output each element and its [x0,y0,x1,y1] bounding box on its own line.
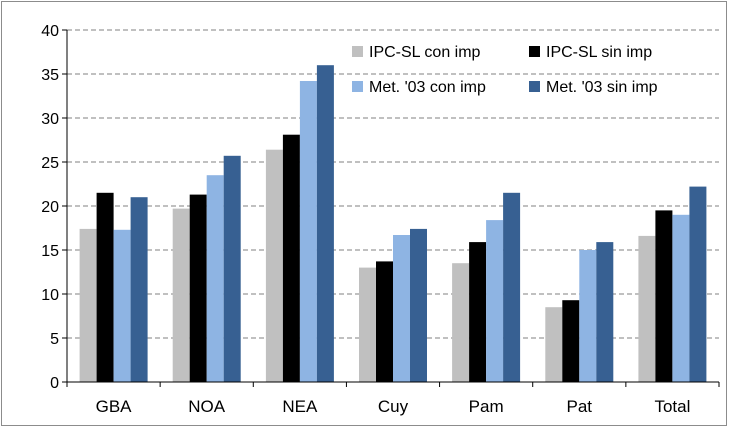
y-tick-label: 5 [50,331,59,348]
bar-gba-s3 [113,229,131,382]
bar-noa-s4 [223,155,241,382]
legend: IPC-SL con imp IPC-SL sin imp Met. '03 con… [352,44,658,96]
bar-nea-s3 [299,81,317,382]
bar-gba-s4 [130,197,148,382]
y-tick-label: 30 [41,111,59,128]
legend-label: Met. '03 sin imp [546,79,658,96]
legend-label: Met. '03 con imp [369,79,486,96]
y-tick-label: 0 [50,375,59,392]
legend-swatch [529,81,540,92]
bar-noa-s2 [189,194,207,382]
bar-pam-s4 [503,192,521,382]
x-tick-label: Cuy [378,397,409,416]
bar-cuy-s1 [359,267,376,382]
x-tick-label: Pam [469,397,504,416]
y-tick-label: 40 [41,23,59,40]
y-tick-label: 20 [41,199,59,216]
bar-total-s1 [638,235,656,382]
bar-nea-s2 [282,134,300,382]
bar-noa-s3 [206,175,224,382]
bar-gba-s2 [96,192,114,382]
bar-total-s3 [672,214,690,382]
bar-pat-s3 [579,250,597,382]
bar-total-s2 [655,210,673,382]
bar-total-s4 [689,186,707,382]
bars [79,65,707,382]
axes: 0 5 10 15 20 25 30 35 40 GBA NOA NEA Cuy Pam Pat Total [41,23,720,416]
bar-nea-s4 [316,65,334,382]
legend-swatch [529,46,540,57]
bar-cuy-s2 [376,261,393,382]
y-tick-label: 35 [41,67,59,84]
x-tick-label: Pat [567,397,593,416]
bar-pam-s3 [486,220,504,382]
bar-cuy-s4 [410,228,427,382]
y-tick-label: 15 [41,243,59,260]
bar-noa-s1 [172,208,190,382]
y-tick-label: 25 [41,155,59,172]
x-tick-label: Total [654,397,690,416]
y-tick-label: 10 [41,287,59,304]
legend-label: IPC-SL con imp [369,44,481,61]
x-tick-label: NOA [188,397,226,416]
bar-pat-s4 [596,242,614,382]
bar-pat-s2 [562,300,580,382]
legend-swatch [352,81,363,92]
bar-pam-s1 [452,263,470,382]
bar-gba-s1 [79,228,97,382]
legend-label: IPC-SL sin imp [546,44,652,61]
bar-pat-s1 [545,307,563,382]
x-tick-label: GBA [96,397,133,416]
bar-pam-s2 [469,242,487,382]
bar-cuy-s3 [393,235,410,382]
bar-nea-s1 [265,149,283,382]
x-tick-label: NEA [282,397,318,416]
legend-swatch [352,46,363,57]
